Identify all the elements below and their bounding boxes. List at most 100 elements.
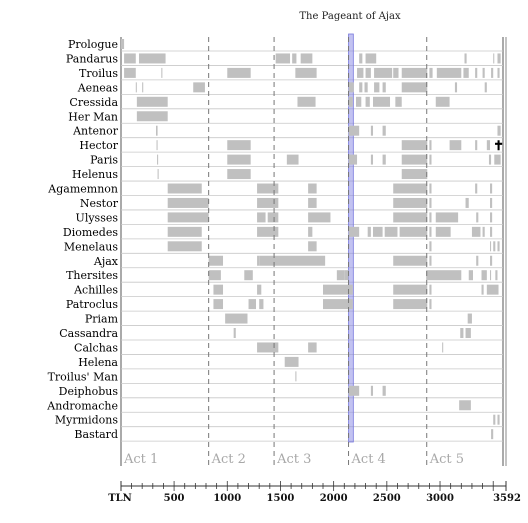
speech-segment xyxy=(481,270,487,281)
speech-segment xyxy=(494,154,501,165)
speech-segment xyxy=(426,270,462,281)
x-end-label: 3592 xyxy=(493,493,521,504)
speech-segment xyxy=(393,284,428,295)
speech-segment xyxy=(429,255,432,266)
speech-segment xyxy=(267,212,279,223)
x-unit-label: TLN xyxy=(108,493,132,504)
speech-segment xyxy=(429,212,432,223)
speech-segment xyxy=(213,299,224,310)
speech-segment xyxy=(227,140,251,151)
speech-segment xyxy=(323,299,349,310)
speech-segment xyxy=(429,197,432,208)
speech-segment xyxy=(374,67,393,78)
speech-segment xyxy=(488,154,492,165)
speech-segment xyxy=(493,241,496,252)
speech-segment xyxy=(490,212,493,223)
speech-segment xyxy=(464,53,467,64)
speech-segment xyxy=(348,82,354,93)
x-tick-label: 3000 xyxy=(426,493,454,504)
speech-segment xyxy=(490,183,493,194)
speech-segment xyxy=(491,67,494,78)
speech-segment xyxy=(465,328,471,338)
speech-segment xyxy=(308,226,313,237)
speech-segment xyxy=(365,67,371,78)
speech-segment xyxy=(429,154,432,165)
speech-segment xyxy=(257,255,260,266)
speech-segment xyxy=(393,212,428,223)
speech-segment xyxy=(257,197,279,208)
speech-segment xyxy=(142,82,144,93)
speech-segment xyxy=(497,53,501,64)
speech-segment xyxy=(393,299,428,310)
speech-segment xyxy=(471,226,481,237)
speech-segment xyxy=(136,111,168,122)
row-label: Patroclus xyxy=(66,298,119,311)
speech-segment xyxy=(167,226,202,237)
speech-segment xyxy=(435,212,459,223)
speech-segment xyxy=(308,212,331,223)
speech-segment xyxy=(490,241,492,252)
row-label: Menelaus xyxy=(64,240,119,253)
row-label: Pandarus xyxy=(66,52,118,65)
speech-segment xyxy=(449,140,462,151)
speech-segment xyxy=(364,82,368,93)
highlight-layer xyxy=(348,33,354,443)
row-label: Ajax xyxy=(93,255,119,268)
speech-segment xyxy=(308,197,317,208)
speech-segment xyxy=(401,67,428,78)
row-label: Prologue xyxy=(68,38,118,51)
speech-segment xyxy=(495,270,498,281)
x-tick-label: 2500 xyxy=(373,493,401,504)
speech-segment xyxy=(490,270,492,281)
speech-segment xyxy=(275,53,291,64)
row-label: Achilles xyxy=(73,284,118,297)
row-label: Myrmidons xyxy=(55,414,118,427)
speech-segment xyxy=(227,169,251,180)
speech-segment xyxy=(497,67,500,78)
act-label: Act 5 xyxy=(429,452,464,467)
row-label: Ulysses xyxy=(76,211,119,224)
row-label: Agamemnon xyxy=(47,183,118,196)
row-label: Andromache xyxy=(46,399,118,412)
speech-segment xyxy=(308,183,317,194)
act-label: Act 3 xyxy=(276,452,311,467)
speech-segment xyxy=(213,284,224,295)
x-tick-label: 2000 xyxy=(320,493,348,504)
speech-segment xyxy=(161,67,163,78)
act-label: Act 1 xyxy=(123,452,158,467)
speech-segment xyxy=(121,39,125,49)
speech-segment xyxy=(284,356,299,367)
row-label: Helenus xyxy=(72,168,118,181)
speech-segment xyxy=(167,212,209,223)
speech-segment xyxy=(370,125,374,136)
speech-segment xyxy=(490,197,493,208)
speech-segment xyxy=(475,183,478,194)
speech-segment xyxy=(429,67,433,78)
speech-segment xyxy=(393,183,428,194)
speech-segment xyxy=(482,67,485,78)
speech-segment xyxy=(429,226,432,237)
speech-segment xyxy=(491,429,494,440)
speech-segment xyxy=(435,226,451,237)
speech-segment xyxy=(384,226,398,237)
speech-segment xyxy=(138,53,166,64)
row-label: Cressida xyxy=(69,96,118,109)
speech-segment xyxy=(359,82,363,93)
speech-segment xyxy=(300,53,313,64)
speech-segment xyxy=(393,67,399,78)
speech-segment xyxy=(208,270,221,281)
speech-segment xyxy=(382,385,386,396)
segments-layer: ✝ xyxy=(121,39,504,440)
speech-segment xyxy=(167,197,209,208)
speech-segment xyxy=(465,197,469,208)
speech-segment xyxy=(395,96,402,107)
speech-segment xyxy=(429,183,432,194)
speech-segment xyxy=(490,255,493,266)
speech-segment xyxy=(482,226,485,237)
speech-segment xyxy=(257,284,262,295)
row-label: Deiphobus xyxy=(59,385,119,398)
speech-segment xyxy=(493,53,495,64)
row-label: Priam xyxy=(85,313,119,326)
speech-segment xyxy=(208,255,224,266)
